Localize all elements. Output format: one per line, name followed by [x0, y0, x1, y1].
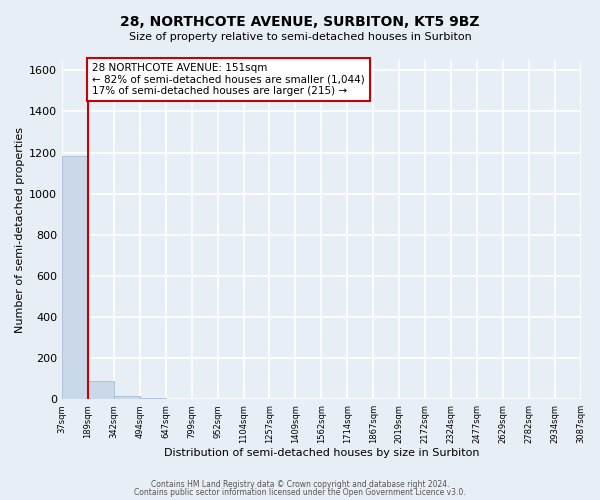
Text: Contains public sector information licensed under the Open Government Licence v3: Contains public sector information licen… [134, 488, 466, 497]
Text: Contains HM Land Registry data © Crown copyright and database right 2024.: Contains HM Land Registry data © Crown c… [151, 480, 449, 489]
Bar [88, 380, 114, 399]
Bar [62, 156, 88, 399]
Y-axis label: Number of semi-detached properties: Number of semi-detached properties [15, 126, 25, 332]
X-axis label: Distribution of semi-detached houses by size in Surbiton: Distribution of semi-detached houses by … [164, 448, 479, 458]
Text: 28 NORTHCOTE AVENUE: 151sqm
← 82% of semi-detached houses are smaller (1,044)
17: 28 NORTHCOTE AVENUE: 151sqm ← 82% of sem… [92, 63, 365, 96]
Text: 28, NORTHCOTE AVENUE, SURBITON, KT5 9BZ: 28, NORTHCOTE AVENUE, SURBITON, KT5 9BZ [120, 15, 480, 29]
Text: Size of property relative to semi-detached houses in Surbiton: Size of property relative to semi-detach… [128, 32, 472, 42]
Bar [114, 396, 140, 399]
Bar [140, 398, 166, 399]
